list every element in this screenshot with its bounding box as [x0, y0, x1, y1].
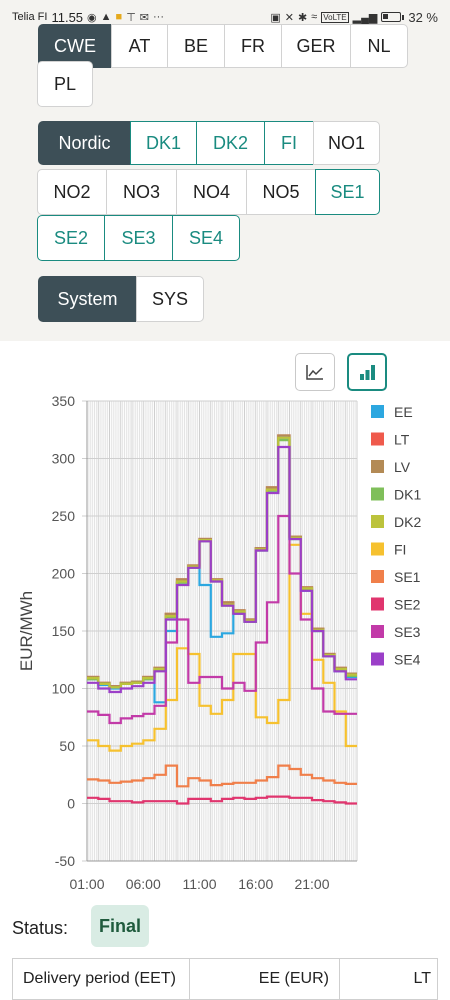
gmail-icon: ✉	[139, 11, 150, 24]
wifi-icon: ≈	[311, 11, 318, 23]
column-header-ee[interactable]: EE (EUR)	[190, 959, 340, 999]
legend-label-se1: SE1	[394, 569, 421, 585]
line-chart-icon	[306, 365, 323, 380]
x-tick-label: 11:00	[183, 876, 217, 892]
filter-button-ger[interactable]: GER	[281, 24, 351, 68]
legend-label-fi: FI	[394, 542, 406, 558]
legend-label-lt: LT	[394, 432, 410, 448]
more-icon: ···	[153, 11, 165, 23]
y-tick-label: 200	[52, 566, 76, 582]
status-label: Status:	[12, 918, 69, 938]
series-line-se2	[87, 795, 357, 805]
legend-label-dk1: DK1	[394, 487, 421, 503]
volte-icon: VoLTE	[321, 11, 349, 23]
filter-button-no3[interactable]: NO3	[106, 169, 177, 215]
x-tick-label: 06:00	[126, 876, 161, 892]
legend-swatch-dk2	[371, 515, 384, 528]
y-tick-label: -50	[55, 853, 75, 869]
bar-chart-icon	[360, 365, 375, 380]
legend-label-lv: LV	[394, 459, 411, 475]
notification-icon: ◉	[87, 11, 97, 24]
filter-button-se2[interactable]: SE2	[37, 215, 105, 261]
mute-icon: ✕	[284, 11, 294, 24]
filter-button-no1[interactable]: NO1	[313, 121, 380, 165]
price-table-header: Delivery period (EET) EE (EUR) LT	[12, 958, 438, 1000]
bar-chart-toggle[interactable]	[347, 353, 387, 391]
filter-button-nl[interactable]: NL	[350, 24, 408, 68]
y-tick-label: 0	[67, 796, 75, 812]
filter-button-dk2[interactable]: DK2	[196, 121, 265, 165]
legend-label-se2: SE2	[394, 597, 421, 613]
price-chart: -50 0 50 100 150 200 250 300 350 01:00 06:00 11:00 1…	[17, 393, 421, 892]
signal-icon: ▂▄▆	[352, 11, 378, 24]
filter-button-se1[interactable]: SE1	[315, 169, 380, 215]
y-tick-label: 150	[52, 623, 76, 639]
battery-icon	[381, 12, 402, 22]
battery-percent: 32 %	[408, 9, 438, 25]
series-line-se4	[87, 445, 357, 694]
column-header-lt[interactable]: LT	[413, 970, 431, 987]
status-badge: Final	[91, 905, 149, 947]
price-area-filter-panel: CWE AT BE FR GER NL PL Nordic DK1 DK2 FI…	[0, 24, 450, 341]
legend-swatch-se4	[371, 652, 384, 666]
filter-button-se3[interactable]: SE3	[104, 215, 173, 261]
y-tick-label: 100	[52, 681, 76, 697]
legend-label-se3: SE3	[394, 624, 421, 640]
legend-swatch-ee	[371, 405, 384, 418]
filter-button-no4[interactable]: NO4	[176, 169, 247, 215]
legend-label-se4: SE4	[394, 652, 421, 668]
filter-button-cwe[interactable]: CWE	[38, 24, 112, 68]
legend-swatch-lv	[371, 460, 384, 473]
x-tick-label: 01:00	[69, 876, 104, 892]
y-tick-label: 300	[52, 451, 76, 467]
legend-swatch-se3	[371, 625, 384, 638]
filter-button-dk1[interactable]: DK1	[130, 121, 197, 165]
filter-button-fr[interactable]: FR	[224, 24, 282, 68]
filter-button-sys[interactable]: SYS	[136, 276, 204, 322]
filter-button-at[interactable]: AT	[111, 24, 168, 68]
filter-button-pl[interactable]: PL	[37, 61, 93, 107]
filter-button-no5[interactable]: NO5	[246, 169, 316, 215]
clock-time: 11.55	[51, 9, 84, 25]
x-tick-label: 21:00	[294, 876, 329, 892]
legend-swatch-se2	[371, 597, 384, 611]
series-line-se1	[87, 764, 357, 788]
filter-button-system[interactable]: System	[38, 276, 137, 322]
y-axis-label: EUR/MWh	[17, 591, 36, 671]
legend-swatch-fi	[371, 542, 384, 556]
legend-label-ee: EE	[394, 404, 413, 420]
y-tick-label: 350	[52, 393, 76, 409]
column-header-delivery-period[interactable]: Delivery period (EET)	[13, 959, 190, 999]
antenna-icon: ⊤	[126, 11, 136, 24]
line-chart-toggle[interactable]	[295, 353, 335, 391]
legend-swatch-lt	[371, 432, 384, 446]
bell-icon: ▲	[100, 11, 112, 23]
nfc-icon: ▣	[270, 11, 281, 24]
filter-button-nordic[interactable]: Nordic	[38, 121, 131, 165]
bluetooth-icon: ✱	[297, 11, 308, 24]
filter-button-se4[interactable]: SE4	[172, 215, 240, 261]
y-tick-label: 50	[59, 738, 75, 754]
legend-label-dk2: DK2	[394, 514, 421, 530]
legend-swatch-dk1	[371, 487, 384, 501]
x-tick-label: 16:00	[238, 876, 273, 892]
wallet-icon: ■	[115, 11, 123, 23]
filter-button-no2[interactable]: NO2	[37, 169, 107, 215]
series-line-se3	[87, 514, 357, 725]
y-tick-label: 250	[52, 508, 76, 524]
carrier-label: Telia FI	[12, 11, 48, 23]
legend-swatch-se1	[371, 570, 384, 583]
filter-button-fi[interactable]: FI	[264, 121, 314, 165]
price-chart-section: -50 0 50 100 150 200 250 300 350 01:00 06:00 11:00 1…	[0, 341, 450, 901]
filter-button-be[interactable]: BE	[167, 24, 225, 68]
